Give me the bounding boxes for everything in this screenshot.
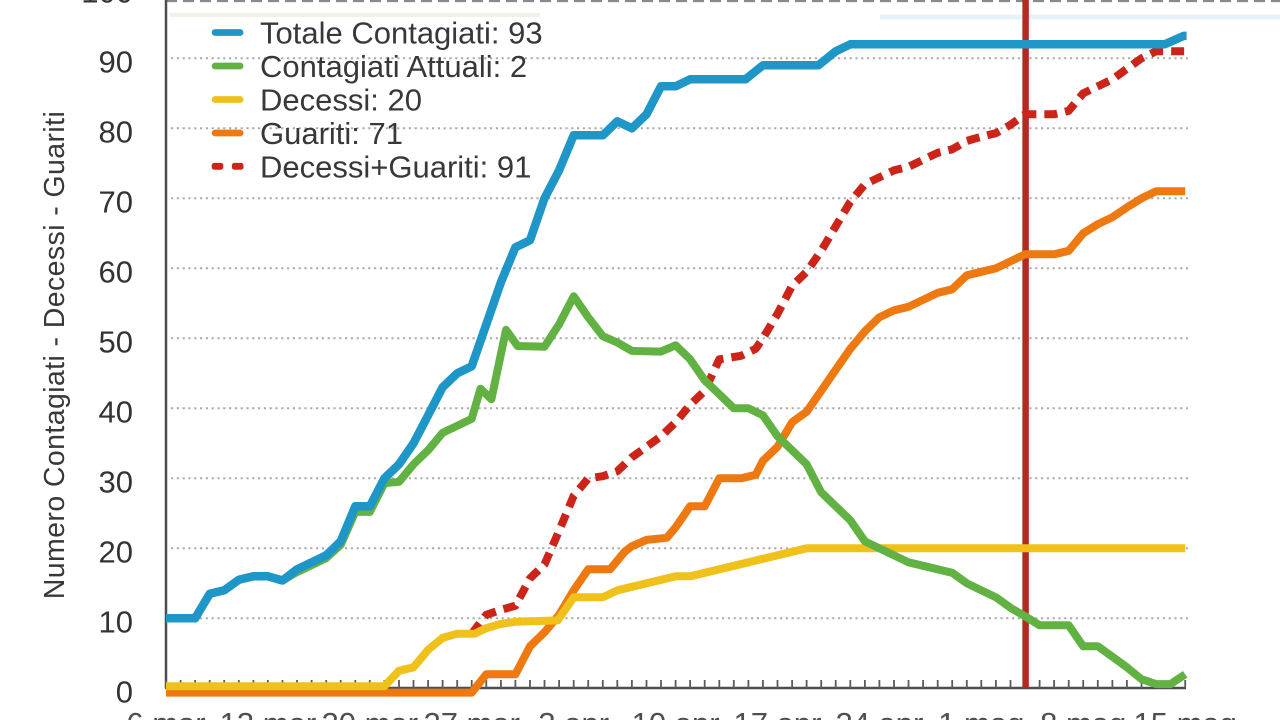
svg-text:90: 90 — [99, 44, 133, 79]
svg-text:Guariti: 71: Guariti: 71 — [260, 116, 403, 151]
svg-text:Decessi: 20: Decessi: 20 — [260, 83, 422, 118]
svg-text:24 apr: 24 apr — [835, 706, 923, 720]
svg-text:1 mag: 1 mag — [938, 706, 1024, 720]
svg-text:8 mag: 8 mag — [1040, 706, 1126, 720]
svg-text:15 mag: 15 mag — [1133, 706, 1236, 720]
svg-text:70: 70 — [99, 184, 133, 219]
svg-text:0: 0 — [116, 674, 133, 709]
svg-text:Decessi+Guariti: 91: Decessi+Guariti: 91 — [260, 149, 531, 184]
svg-text:10: 10 — [99, 604, 133, 639]
svg-text:17 apr: 17 apr — [734, 706, 822, 720]
svg-text:80: 80 — [99, 114, 133, 149]
svg-text:6 mar: 6 mar — [126, 706, 205, 720]
svg-text:20 mar: 20 mar — [322, 706, 418, 720]
svg-text:Numero Contagiati - Decessi -: Numero Contagiati - Decessi - Guariti — [39, 111, 71, 599]
svg-text:60: 60 — [99, 254, 133, 289]
svg-text:40: 40 — [99, 394, 133, 429]
svg-text:50: 50 — [99, 324, 133, 359]
svg-text:13 mar: 13 mar — [220, 706, 316, 720]
svg-text:10 apr: 10 apr — [632, 706, 720, 720]
svg-text:Totale Contagiati: 93: Totale Contagiati: 93 — [260, 16, 543, 51]
svg-text:100: 100 — [81, 0, 133, 9]
svg-text:20: 20 — [99, 534, 133, 569]
svg-text:30: 30 — [99, 464, 133, 499]
svg-text:3 apr: 3 apr — [538, 706, 609, 720]
svg-text:27 mar: 27 mar — [423, 706, 519, 720]
svg-text:Contagiati Attuali: 2: Contagiati Attuali: 2 — [260, 49, 527, 84]
